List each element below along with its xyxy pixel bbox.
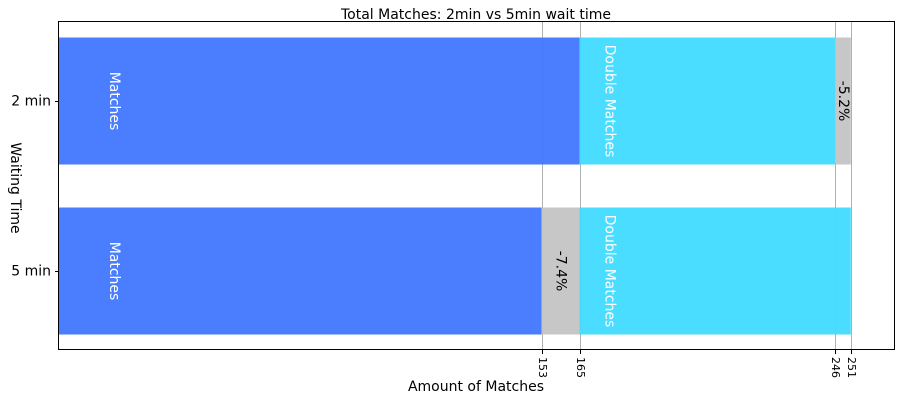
bar-loss-2min	[835, 37, 851, 165]
x-axis: 153 165 246 251	[536, 350, 858, 378]
bar-double-2min	[579, 37, 836, 165]
x-tick-label: 251	[845, 357, 858, 378]
y-axis-label: Waiting Time	[7, 142, 23, 233]
bar-label-loss-5min: -7.4%	[553, 251, 569, 292]
chart-title: Total Matches: 2min vs 5min wait time	[340, 7, 611, 23]
y-axis: 2 min 5 min	[11, 94, 59, 280]
bar-label-loss-2min: -5.2%	[835, 81, 851, 122]
bar-label-double-2min: Double Matches	[602, 45, 618, 158]
bar-matches-2min	[59, 37, 580, 165]
x-tick-label: 165	[574, 357, 587, 378]
y-tick-label: 2 min	[11, 94, 51, 110]
bar-label-matches-2min: Matches	[106, 72, 122, 131]
bars: Matches Double Matches -5.2% Matches -7.4% Do…	[59, 37, 851, 335]
bar-loss-5min	[541, 207, 580, 335]
y-tick-label: 5 min	[11, 264, 51, 280]
plot-frame	[58, 21, 895, 350]
bar-matches-5min	[59, 207, 542, 335]
bar-label-double-5min: Double Matches	[602, 215, 618, 328]
bar-label-matches-5min: Matches	[106, 242, 122, 301]
bar-double-5min	[579, 207, 851, 335]
x-axis-label: Amount of Matches	[408, 379, 544, 395]
x-tick-label: 246	[829, 357, 842, 378]
x-tick-label: 153	[536, 357, 549, 378]
